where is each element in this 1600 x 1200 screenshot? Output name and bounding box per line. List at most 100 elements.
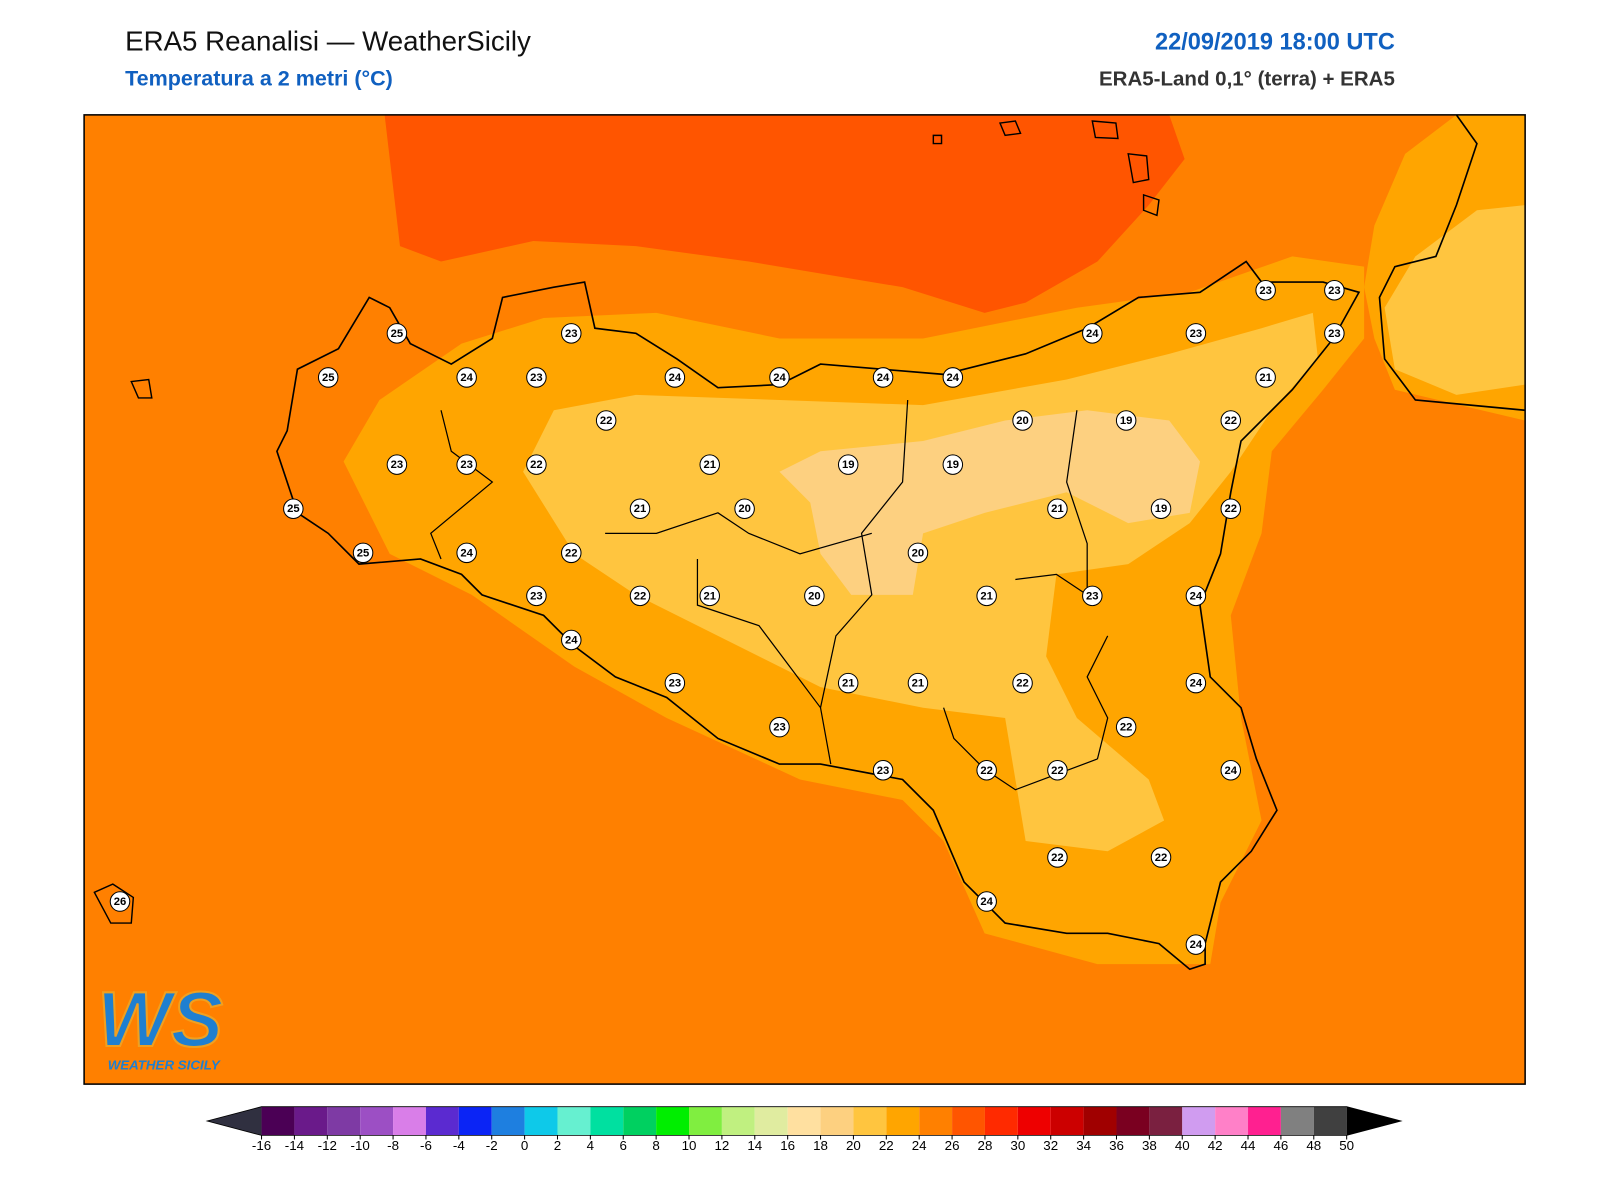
colorbar-tick-label: 10 bbox=[682, 1138, 697, 1153]
station-marker bbox=[456, 454, 477, 475]
station-value: 24 bbox=[1086, 328, 1099, 340]
colorbar-tick-label: 26 bbox=[945, 1138, 960, 1153]
station-marker bbox=[561, 323, 582, 344]
station-value: 23 bbox=[565, 328, 578, 340]
colorbar-bin bbox=[557, 1106, 591, 1136]
station-value: 25 bbox=[287, 503, 300, 515]
station-value: 23 bbox=[530, 372, 543, 384]
colorbar-tick-label: 14 bbox=[747, 1138, 762, 1153]
colorbar-bin bbox=[393, 1106, 426, 1136]
station-value: 21 bbox=[842, 678, 855, 690]
colorbar-tick-label: 38 bbox=[1142, 1138, 1157, 1153]
contour-26 bbox=[384, 114, 1185, 313]
station-marker bbox=[872, 759, 894, 781]
station-marker bbox=[1012, 672, 1033, 694]
station-marker bbox=[1324, 323, 1345, 344]
colorbar-bin bbox=[1182, 1106, 1216, 1136]
station-marker bbox=[769, 716, 790, 738]
station-marker bbox=[699, 585, 720, 607]
colorbar-bin bbox=[656, 1106, 690, 1136]
colorbar-bin bbox=[458, 1106, 492, 1136]
colorbar-tick-label: 22 bbox=[879, 1138, 894, 1153]
station-value: 21 bbox=[634, 503, 647, 515]
station-value: 23 bbox=[1086, 590, 1099, 602]
islands bbox=[93, 120, 1160, 924]
colorbar-bin bbox=[1050, 1106, 1084, 1136]
colorbar-bin bbox=[1280, 1106, 1314, 1136]
station-value: 22 bbox=[1225, 415, 1238, 427]
colorbar: -16 -14 -12 -10 -8 -6 -4 -2 0 2 4 6 8 10 12 14 16 18 20 22 2… bbox=[205, 1106, 1403, 1153]
colorbar-tick-label: 4 bbox=[587, 1138, 595, 1153]
station-value: 22 bbox=[634, 590, 647, 602]
station-value: 20 bbox=[808, 590, 821, 602]
coastline bbox=[276, 260, 1361, 971]
colorbar-bin bbox=[1313, 1106, 1347, 1136]
station-value: 21 bbox=[980, 590, 993, 602]
station-value: 23 bbox=[669, 678, 682, 690]
station-marker bbox=[1220, 410, 1242, 431]
station-value: 22 bbox=[600, 415, 613, 427]
colorbar-bin bbox=[623, 1106, 657, 1136]
colorbar-tick-label: -14 bbox=[285, 1138, 305, 1153]
colorbar-tick-label: 24 bbox=[912, 1138, 927, 1153]
station-value: 19 bbox=[1155, 503, 1168, 515]
station-marker bbox=[1047, 498, 1068, 519]
colorbar-tick-label: 36 bbox=[1109, 1138, 1124, 1153]
colorbar-over bbox=[1346, 1106, 1402, 1136]
station-value: 23 bbox=[391, 459, 404, 471]
station-value: 23 bbox=[1328, 328, 1341, 340]
colorbar-bin bbox=[787, 1106, 821, 1136]
colorbar-tick-label: 40 bbox=[1175, 1138, 1190, 1153]
station-marker bbox=[1047, 847, 1068, 868]
colorbar-bin bbox=[425, 1106, 459, 1136]
station-marker bbox=[456, 542, 477, 564]
colorbar-bin bbox=[261, 1106, 295, 1136]
colorbar-tick-label: 6 bbox=[620, 1138, 627, 1153]
station-value: 24 bbox=[980, 896, 993, 908]
station-value: 23 bbox=[1259, 285, 1272, 297]
station-marker bbox=[1115, 716, 1137, 738]
station-marker bbox=[595, 410, 617, 431]
station-marker bbox=[942, 367, 964, 388]
station-value: 23 bbox=[1328, 285, 1341, 297]
station-value: 21 bbox=[1051, 503, 1064, 515]
station-marker bbox=[1082, 323, 1103, 344]
station-marker bbox=[1185, 672, 1207, 694]
colorbar-bin bbox=[1149, 1106, 1183, 1136]
colorbar-bin bbox=[491, 1106, 525, 1136]
station-marker bbox=[526, 454, 547, 475]
station-marker bbox=[664, 672, 686, 694]
colorbar-bin bbox=[1215, 1106, 1249, 1136]
station-value: 20 bbox=[1016, 415, 1029, 427]
colorbar-bin bbox=[820, 1106, 854, 1136]
station-marker bbox=[907, 542, 929, 564]
station-marker bbox=[1220, 498, 1242, 519]
colorbar-tick-label: 20 bbox=[846, 1138, 861, 1153]
station-marker bbox=[317, 367, 339, 388]
colorbar-bin bbox=[1248, 1106, 1281, 1136]
station-marker bbox=[1115, 410, 1137, 431]
stations: 25 23 25 24 23 24 24 24 24 24 23 23 23 23 21 22 20 19 22 23… bbox=[109, 279, 1345, 955]
station-value: 19 bbox=[947, 459, 960, 471]
colorbar-bin bbox=[984, 1106, 1018, 1136]
colorbar-tick-label: 44 bbox=[1241, 1138, 1256, 1153]
map: 25 23 25 24 23 24 24 24 24 24 23 23 23 23 21 22 20 19 22 23… bbox=[84, 114, 1526, 1085]
station-value: 23 bbox=[460, 459, 473, 471]
station-marker bbox=[769, 367, 790, 388]
colorbar-bin bbox=[294, 1106, 328, 1136]
station-marker bbox=[1324, 279, 1345, 301]
colorbar-bin bbox=[590, 1106, 624, 1136]
station-marker bbox=[1220, 759, 1242, 781]
station-marker bbox=[456, 367, 477, 388]
logo-name: WEATHER SICILY bbox=[108, 1058, 221, 1073]
colorbar-tick-label: 50 bbox=[1339, 1138, 1354, 1153]
colorbar-tick-label: -10 bbox=[351, 1138, 370, 1153]
station-marker bbox=[1082, 585, 1103, 607]
station-marker bbox=[1047, 759, 1068, 781]
station-marker bbox=[664, 367, 686, 388]
colorbar-bin bbox=[524, 1106, 558, 1136]
colorbar-tick-label: -16 bbox=[252, 1138, 271, 1153]
station-value: 26 bbox=[114, 896, 127, 908]
